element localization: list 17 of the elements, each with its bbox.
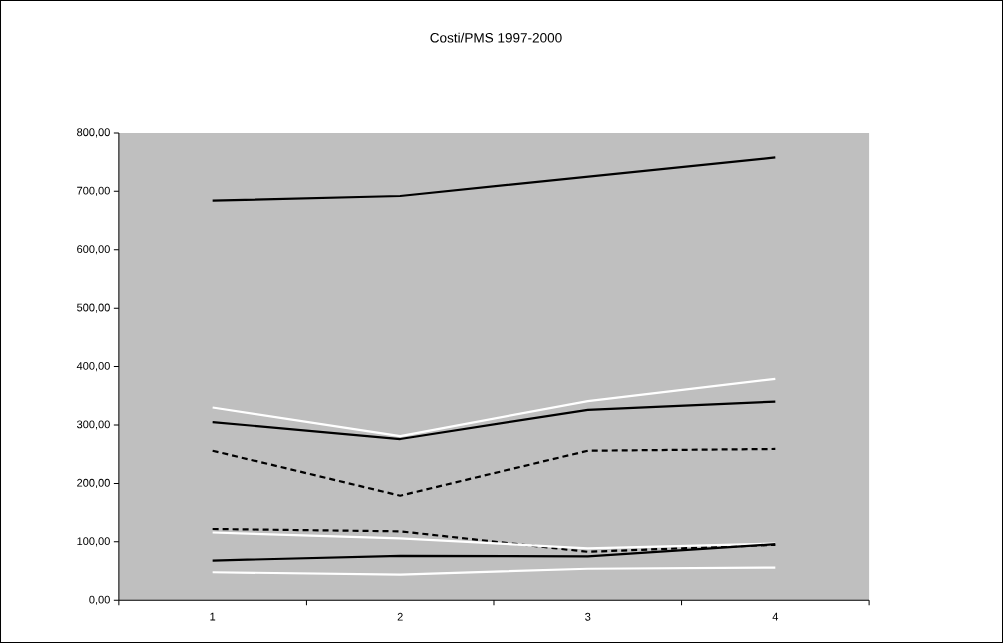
x-tick-label: 2 [397, 612, 403, 621]
y-tick-label: 800,00 [77, 128, 110, 138]
line-series [211, 400, 777, 441]
x-tick-label: 1 [210, 612, 216, 621]
y-tick-label: 300,00 [77, 420, 110, 430]
line-series [211, 377, 777, 438]
y-tick-label: 0,00 [89, 595, 110, 605]
y-tick-label: 500,00 [77, 303, 110, 313]
x-tick-label: 3 [585, 612, 591, 621]
y-tick-label: 200,00 [77, 478, 110, 489]
chart-title: Costi/PMS 1997-2000 [430, 32, 562, 43]
y-tick-label: 100,00 [77, 537, 110, 547]
line-series [211, 566, 777, 576]
x-tick-label: 4 [772, 612, 779, 621]
y-tick-label: 400,00 [76, 362, 110, 372]
y-tick-label: 700,00 [77, 186, 110, 196]
y-tick-label: 600,00 [77, 245, 110, 255]
